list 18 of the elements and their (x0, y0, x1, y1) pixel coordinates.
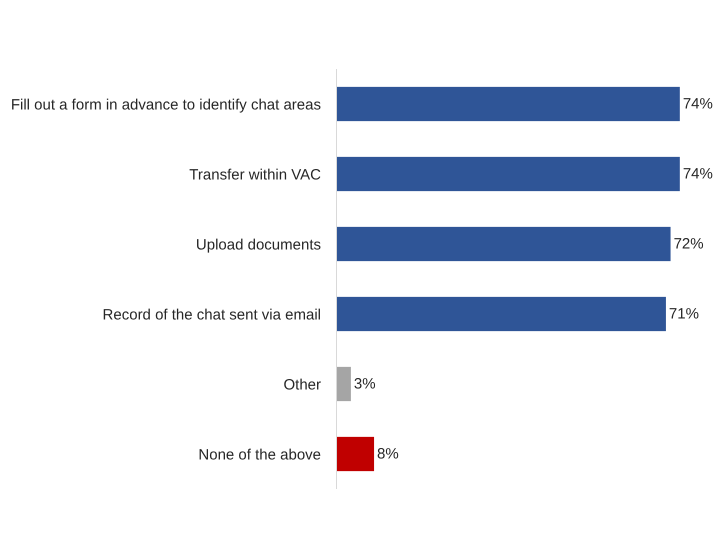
data-label: 74% (682, 96, 713, 112)
bar (337, 366, 351, 402)
y-tick-label: Transfer within VAC (189, 166, 322, 184)
bar (337, 296, 666, 332)
bar (337, 436, 374, 472)
y-tick-label: Record of the chat sent via email (102, 306, 321, 324)
bar (337, 86, 680, 122)
data-label: 74% (682, 166, 713, 182)
bar (337, 156, 680, 192)
y-tick-label: Upload documents (196, 236, 321, 254)
data-label: 71% (668, 306, 699, 322)
y-tick-label: Other (283, 376, 322, 394)
data-label: 8% (377, 446, 399, 462)
y-tick-label: Fill out a form in advance to identify chat areas (10, 96, 321, 114)
y-tick-label: None of the above (198, 446, 321, 464)
bar (337, 226, 671, 262)
data-label: 3% (354, 376, 376, 392)
data-label: 72% (674, 236, 704, 252)
